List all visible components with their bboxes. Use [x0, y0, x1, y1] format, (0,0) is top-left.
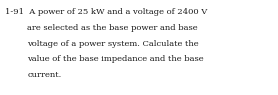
- Text: 1-91  A power of 25 kW and a voltage of 2400 V: 1-91 A power of 25 kW and a voltage of 2…: [5, 8, 207, 16]
- Text: voltage of a power system. Calculate the: voltage of a power system. Calculate the: [27, 40, 199, 48]
- Text: are selected as the base power and base: are selected as the base power and base: [27, 24, 198, 32]
- Text: current.: current.: [27, 71, 61, 79]
- Text: value of the base impedance and the base: value of the base impedance and the base: [27, 55, 204, 63]
